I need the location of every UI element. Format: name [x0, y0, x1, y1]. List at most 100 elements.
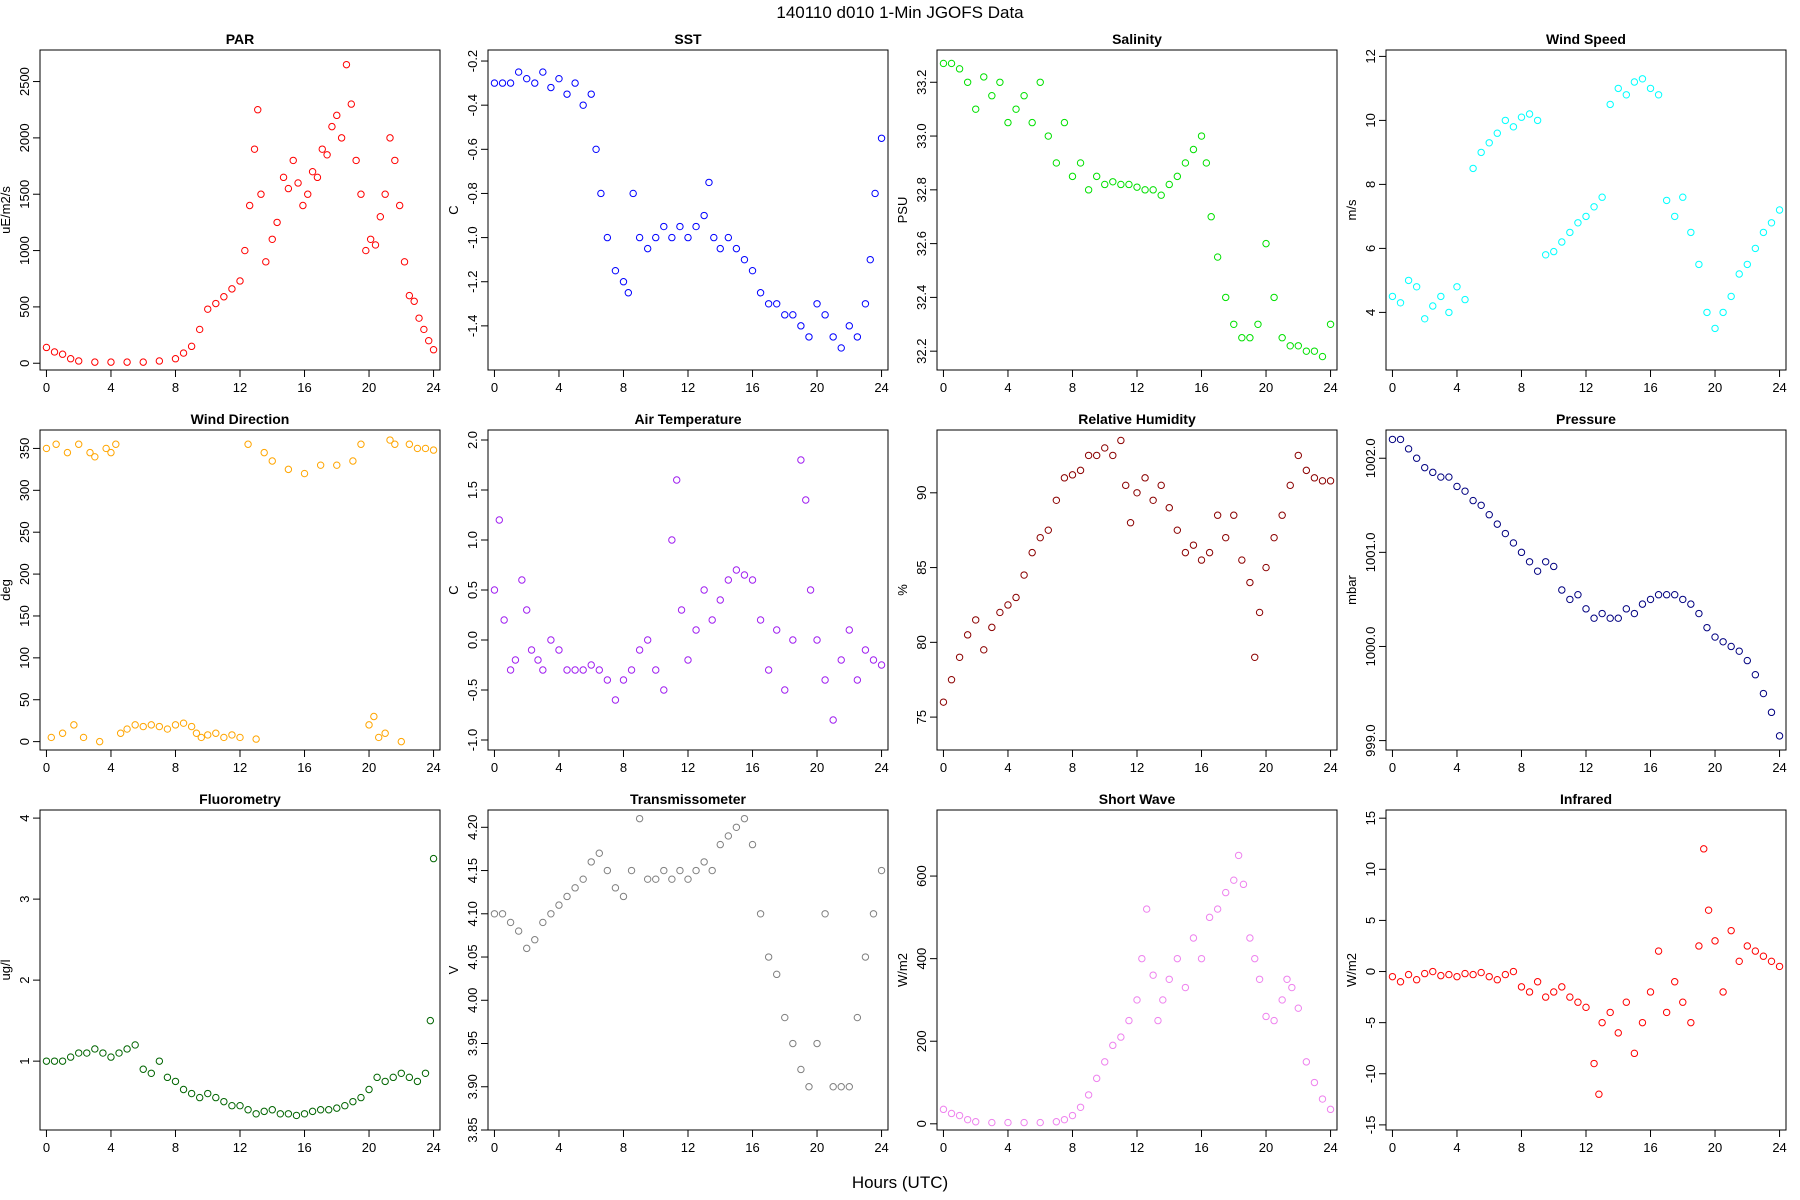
x-tick-label: 24: [1323, 1140, 1337, 1155]
data-point: [1126, 519, 1135, 527]
y-tick-label: 1001.0: [1363, 532, 1378, 572]
data-point: [1469, 970, 1477, 979]
data-point: [284, 184, 293, 193]
data-point: [42, 444, 51, 453]
y-tick-label: 90: [914, 486, 929, 500]
panel-short-wave: Short Wave 0 4 8 12 16 20 24 0 200 400 600 W/m2: [895, 791, 1338, 1155]
data-point: [972, 616, 980, 624]
data-point: [342, 60, 351, 69]
data-point: [107, 1053, 115, 1061]
data-points: [42, 436, 438, 746]
data-point: [579, 666, 587, 674]
data-point: [400, 258, 409, 266]
data-point: [1735, 957, 1743, 966]
panel-relative-humidity: Relative Humidity 0 4 8 12 16 20 24 75 80 85 90%: [895, 411, 1338, 775]
data-point: [1076, 466, 1085, 475]
data-point: [563, 892, 571, 901]
data-point: [1638, 1018, 1647, 1027]
data-point: [595, 849, 603, 857]
data-point: [1743, 260, 1751, 269]
data-point: [705, 178, 713, 187]
x-tick-label: 0: [940, 760, 947, 775]
data-point: [1068, 172, 1077, 181]
panel-wind-direction: Wind Direction 0 4 8 12 16 20 24 0 50 100 150 200 250…: [0, 411, 441, 775]
data-point: [724, 233, 733, 242]
y-tick-label: -1.0: [465, 729, 480, 751]
data-point: [1255, 975, 1264, 983]
data-point: [1566, 993, 1574, 1001]
data-point: [1421, 969, 1429, 978]
x-tick-label: 8: [620, 760, 627, 775]
data-point: [988, 623, 996, 632]
data-point: [1703, 623, 1711, 632]
x-tick-label: 12: [681, 760, 695, 775]
data-point: [1028, 118, 1036, 127]
data-points: [939, 436, 1335, 706]
data-point: [1318, 477, 1327, 485]
panel-title: PAR: [226, 31, 255, 47]
y-tick-label: 32.6: [914, 231, 929, 256]
y-tick-label: 85: [914, 560, 929, 574]
data-point: [708, 866, 716, 875]
data-point: [1412, 283, 1421, 291]
data-point: [257, 190, 265, 198]
x-tick-label: 4: [1004, 760, 1011, 775]
data-point: [1310, 474, 1319, 482]
data-point: [1044, 526, 1052, 534]
data-point: [1142, 905, 1151, 913]
x-tick-label: 16: [745, 760, 759, 775]
data-point: [603, 866, 612, 875]
data-point: [955, 65, 964, 73]
data-point: [652, 875, 660, 883]
panel-transmissometer: Transmissometer 0 4 8 12 16 20 24 3.85 3.90 3.95 4.…: [446, 791, 889, 1155]
data-point: [955, 653, 964, 661]
data-point: [1767, 957, 1776, 966]
data-point: [236, 277, 244, 285]
data-point: [195, 325, 204, 334]
data-point: [1288, 983, 1296, 992]
data-point: [1509, 967, 1518, 976]
y-tick-label: 4: [1363, 309, 1378, 316]
data-point: [42, 343, 51, 352]
data-point: [1060, 474, 1069, 482]
data-point: [429, 854, 438, 863]
data-point: [212, 729, 220, 737]
data-point: [1165, 180, 1173, 189]
data-point: [1197, 556, 1206, 564]
data-point: [1189, 145, 1198, 154]
y-tick-label: 4: [17, 814, 32, 821]
x-tick-label: 12: [681, 1140, 695, 1155]
x-tick-label: 24: [1772, 1140, 1786, 1155]
data-point: [421, 444, 430, 453]
data-point: [236, 733, 244, 742]
data-point: [1138, 954, 1146, 963]
y-axis-label: PSU: [895, 197, 910, 224]
data-point: [797, 1065, 805, 1074]
data-point: [52, 440, 60, 448]
data-point: [1525, 110, 1534, 118]
data-point: [308, 1107, 317, 1116]
data-point: [294, 179, 302, 187]
data-point: [405, 291, 414, 300]
data-point: [756, 910, 765, 918]
data-point: [506, 666, 515, 674]
data-point: [366, 235, 375, 243]
data-point: [155, 1057, 164, 1065]
x-tick-label: 4: [1453, 760, 1460, 775]
x-tick-label: 8: [1518, 760, 1525, 775]
data-point: [1453, 482, 1461, 491]
data-point: [58, 1057, 67, 1065]
panel-title: Infrared: [1560, 791, 1612, 807]
data-point: [1533, 978, 1542, 986]
x-tick-label: 12: [233, 760, 247, 775]
y-tick-label: 32.4: [914, 285, 929, 310]
y-tick-label: -1.4: [465, 315, 480, 337]
y-tick-label: 250: [17, 521, 32, 543]
data-point: [1230, 511, 1238, 519]
data-point: [1662, 196, 1671, 205]
data-point: [147, 1069, 155, 1077]
data-point: [279, 173, 288, 182]
data-point: [732, 244, 741, 253]
data-point: [1477, 501, 1485, 509]
